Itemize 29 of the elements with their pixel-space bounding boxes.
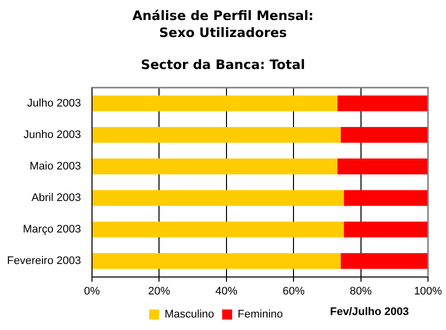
bar <box>92 127 341 143</box>
bar <box>92 95 338 112</box>
bar <box>340 253 428 269</box>
y-tick-label: Fevereiro 2003 <box>6 255 81 268</box>
x-tick-label: 60% <box>282 285 305 298</box>
x-tick-label: 40% <box>215 285 238 298</box>
x-tick-label: 0% <box>84 285 100 298</box>
bar <box>344 222 428 238</box>
legend-label: Masculino <box>164 308 214 321</box>
y-tick-label: Junho 2003 <box>23 128 81 141</box>
x-tick-label: 100% <box>414 285 442 298</box>
y-tick-label: Abril 2003 <box>31 192 81 204</box>
bar <box>344 190 428 206</box>
y-tick-label: Maio 2003 <box>30 160 81 172</box>
text: Fev/Julho 2003 <box>330 306 409 318</box>
bar <box>92 158 338 174</box>
bar <box>92 222 344 238</box>
y-tick-label: Julho 2003 <box>27 97 81 110</box>
bar <box>92 253 341 269</box>
bar <box>337 158 428 174</box>
x-tick-label: 80% <box>350 285 372 298</box>
x-tick-label: 20% <box>148 285 170 298</box>
bar <box>92 190 344 206</box>
chart-title: Análise de Perfil Mensal: Sexo Utilizadores <box>131 8 315 42</box>
bar <box>337 95 428 112</box>
bar <box>340 127 428 143</box>
chart-subtitle: Sector da Banca: Total <box>140 58 306 73</box>
legend-label: Feminino <box>238 308 283 321</box>
y-tick-label: Março 2003 <box>22 224 81 236</box>
